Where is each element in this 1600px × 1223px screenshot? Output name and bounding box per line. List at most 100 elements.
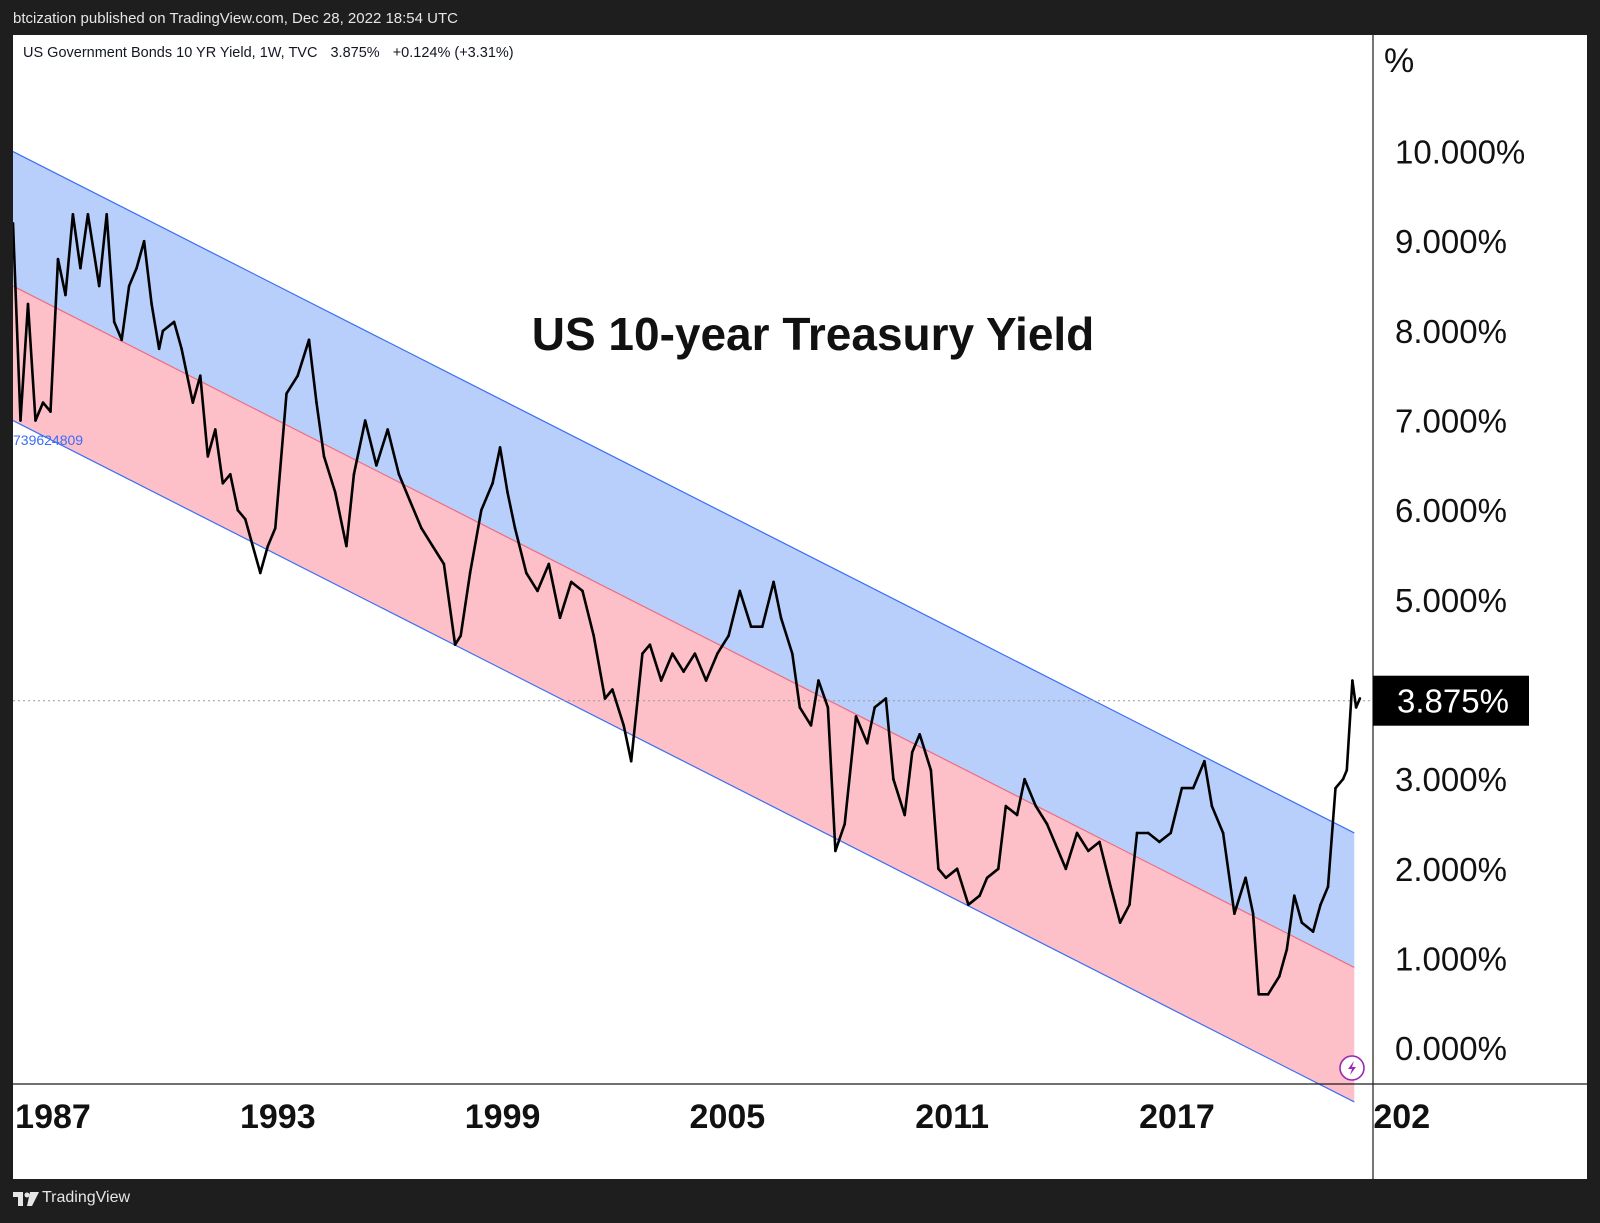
- data-point: [1300, 921, 1304, 924]
- symbol-name: US Government Bonds 10 YR Yield, 1W, TVC: [23, 45, 317, 61]
- data-point: [375, 464, 378, 467]
- tradingview-logo-icon: [13, 1192, 39, 1206]
- chart-svg[interactable]: US Government Bonds 10 YR Yield, 1W, TVC…: [11, 35, 1587, 1179]
- data-point: [929, 768, 933, 772]
- data-point: [34, 419, 37, 422]
- data-point: [386, 428, 389, 431]
- chart-container[interactable]: US Government Bonds 10 YR Yield, 1W, TVC…: [11, 35, 1587, 1179]
- data-point: [937, 867, 940, 871]
- x-tick-label: 2017: [1139, 1098, 1215, 1136]
- data-point: [1293, 894, 1296, 898]
- data-point: [1203, 759, 1206, 763]
- y-tick-label: 7.000%: [1395, 403, 1507, 440]
- data-point: [191, 401, 195, 404]
- x-tick-labels: 1987 1993 1999 2005 2011 2017 202: [15, 1098, 1430, 1136]
- data-point: [468, 571, 472, 575]
- data-point: [1004, 804, 1008, 808]
- data-point: [397, 473, 401, 476]
- y-tick-label: 6.000%: [1395, 492, 1507, 529]
- y-tick-label: 1.000%: [1395, 940, 1507, 977]
- symbol-change: +0.124% (+3.31%): [393, 45, 514, 61]
- data-point: [1345, 768, 1349, 772]
- data-point: [693, 652, 697, 655]
- data-point: [1326, 885, 1330, 889]
- data-point: [79, 266, 82, 270]
- data-point: [49, 410, 52, 413]
- price-badge: 3.875%: [1373, 675, 1529, 726]
- channel-lower-line[interactable]: [12, 419, 1355, 1103]
- data-point: [592, 634, 596, 638]
- data-point: [322, 455, 326, 458]
- data-point: [1180, 786, 1184, 790]
- data-point: [285, 392, 288, 395]
- data-point: [199, 374, 202, 378]
- data-point: [1311, 930, 1315, 933]
- data-point: [1233, 912, 1236, 915]
- data-point: [1128, 903, 1131, 906]
- price-axis[interactable]: [1373, 35, 1587, 1084]
- data-point: [834, 849, 837, 853]
- data-point: [772, 580, 775, 584]
- data-point: [480, 508, 483, 512]
- data-point: [127, 284, 131, 288]
- data-point: [363, 419, 367, 422]
- lightning-icon[interactable]: [1339, 1055, 1365, 1081]
- data-point: [944, 876, 948, 880]
- data-point: [798, 706, 802, 709]
- data-point: [843, 822, 847, 826]
- data-point: [622, 724, 625, 727]
- data-point: [1109, 885, 1113, 889]
- data-point: [659, 679, 663, 682]
- data-point: [180, 347, 183, 351]
- data-point: [826, 706, 830, 709]
- data-point: [1191, 786, 1195, 790]
- data-point: [558, 616, 562, 620]
- data-point: [135, 266, 138, 270]
- price-badge-label: 3.875%: [1397, 683, 1509, 720]
- data-point: [243, 517, 247, 521]
- regression-channel[interactable]: [12, 151, 1355, 1103]
- data-point: [71, 213, 75, 216]
- data-point: [648, 643, 652, 646]
- data-point: [506, 490, 509, 494]
- data-point: [229, 473, 232, 476]
- data-point: [214, 428, 217, 431]
- data-point: [1251, 912, 1255, 915]
- brand-name[interactable]: TradingView: [42, 1189, 131, 1206]
- data-point: [978, 894, 981, 898]
- data-point: [221, 481, 225, 485]
- symbol-legend[interactable]: US Government Bonds 10 YR Yield, 1W, TVC…: [23, 45, 514, 61]
- channel-middle-line[interactable]: [12, 285, 1355, 968]
- data-point: [1118, 921, 1122, 924]
- data-point: [1045, 822, 1049, 826]
- data-point: [408, 499, 412, 503]
- channel-upper-line[interactable]: [12, 151, 1355, 834]
- data-point: [884, 697, 888, 700]
- symbol-price: 3.875%: [330, 45, 379, 61]
- data-point: [903, 813, 906, 817]
- channel-label: 739624809: [13, 432, 83, 448]
- footer: TradingView: [0, 1179, 1600, 1223]
- publish-info: btcization published on TradingView.com,…: [13, 10, 458, 27]
- x-tick-label: 2005: [690, 1098, 766, 1136]
- data-point: [307, 338, 311, 342]
- data-point: [854, 715, 858, 718]
- price-badge-bg: [1373, 675, 1529, 726]
- data-point: [817, 679, 820, 682]
- data-point: [641, 652, 644, 655]
- data-point: [569, 580, 573, 584]
- data-point: [1319, 903, 1322, 906]
- data-point: [1135, 831, 1139, 835]
- x-tick-label: 1987: [15, 1098, 91, 1136]
- data-point: [671, 652, 674, 655]
- data-point: [1278, 975, 1281, 978]
- y-tick-label: 0.000%: [1395, 1030, 1507, 1067]
- data-point: [120, 338, 123, 342]
- data-point: [112, 320, 116, 324]
- series-points: [11, 213, 1362, 996]
- data-point: [1034, 804, 1038, 808]
- data-point: [86, 213, 90, 216]
- data-point: [41, 401, 45, 404]
- data-point: [892, 777, 895, 781]
- data-point: [1056, 849, 1060, 853]
